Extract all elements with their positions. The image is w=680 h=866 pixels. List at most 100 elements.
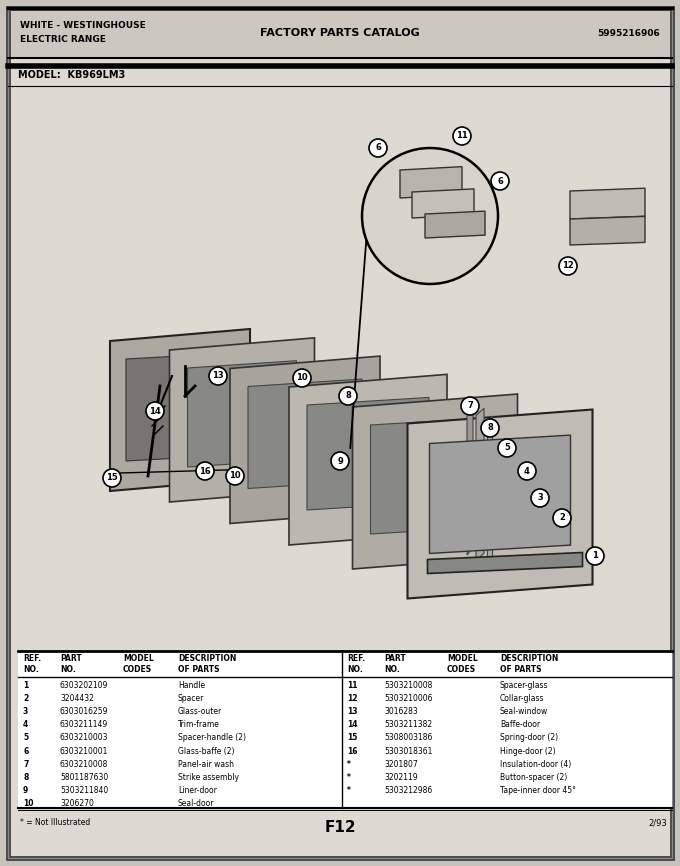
Text: 12: 12 xyxy=(562,262,574,270)
Circle shape xyxy=(518,462,536,480)
Circle shape xyxy=(369,139,387,157)
Text: 3206270: 3206270 xyxy=(60,799,94,808)
Text: 16: 16 xyxy=(347,746,358,755)
Text: 4: 4 xyxy=(23,721,29,729)
Circle shape xyxy=(146,402,164,420)
Polygon shape xyxy=(169,338,314,502)
Text: Button-spacer (2): Button-spacer (2) xyxy=(500,772,567,782)
Text: 15: 15 xyxy=(106,474,118,482)
Text: ELECTRIC RANGE: ELECTRIC RANGE xyxy=(20,36,106,44)
Text: Insulation-door (4): Insulation-door (4) xyxy=(500,759,571,769)
Polygon shape xyxy=(307,397,429,510)
Circle shape xyxy=(586,547,604,565)
Circle shape xyxy=(481,419,499,437)
Text: 3202119: 3202119 xyxy=(384,772,418,782)
Text: REF.
NO.: REF. NO. xyxy=(23,655,41,674)
Polygon shape xyxy=(467,406,473,555)
Circle shape xyxy=(559,257,577,275)
Text: 3204432: 3204432 xyxy=(60,695,94,703)
Text: Tape-inner door 45°: Tape-inner door 45° xyxy=(500,785,576,795)
Text: Handle: Handle xyxy=(178,681,205,690)
Text: 7: 7 xyxy=(23,759,29,769)
Circle shape xyxy=(339,387,357,405)
Text: 2: 2 xyxy=(559,514,565,522)
Text: 6303210001: 6303210001 xyxy=(60,746,108,755)
Text: *: * xyxy=(347,785,351,795)
Text: 12: 12 xyxy=(347,695,358,703)
FancyBboxPatch shape xyxy=(8,8,672,858)
Text: 3201807: 3201807 xyxy=(384,759,418,769)
Text: F12: F12 xyxy=(324,820,356,835)
Polygon shape xyxy=(425,211,485,238)
Text: 6303202109: 6303202109 xyxy=(60,681,108,690)
Text: *: * xyxy=(347,759,351,769)
Text: 5303018361: 5303018361 xyxy=(384,746,432,755)
Text: 5303211382: 5303211382 xyxy=(384,721,432,729)
Text: Panel-air wash: Panel-air wash xyxy=(178,759,234,769)
Text: * = Not Illustrated: * = Not Illustrated xyxy=(20,818,90,827)
Text: DESCRIPTION
OF PARTS: DESCRIPTION OF PARTS xyxy=(500,655,558,674)
Polygon shape xyxy=(570,188,645,219)
Circle shape xyxy=(331,452,349,470)
Text: 3: 3 xyxy=(23,708,29,716)
Text: 10: 10 xyxy=(229,471,241,481)
Text: Glass-outer: Glass-outer xyxy=(178,708,222,716)
Text: 2: 2 xyxy=(23,695,29,703)
Polygon shape xyxy=(230,356,380,524)
Text: 3016283: 3016283 xyxy=(384,708,418,716)
Polygon shape xyxy=(488,416,492,563)
Text: MODEL
CODES: MODEL CODES xyxy=(123,655,154,674)
Text: 11: 11 xyxy=(347,681,358,690)
Circle shape xyxy=(362,148,498,284)
Polygon shape xyxy=(430,435,571,553)
Circle shape xyxy=(196,462,214,480)
Text: 6303016259: 6303016259 xyxy=(60,708,109,716)
Polygon shape xyxy=(110,329,250,491)
Polygon shape xyxy=(412,189,474,218)
Text: Spacer-handle (2): Spacer-handle (2) xyxy=(178,734,246,742)
Polygon shape xyxy=(126,353,234,461)
Text: Strike assembly: Strike assembly xyxy=(178,772,239,782)
Text: 5: 5 xyxy=(504,443,510,453)
Text: MODEL
CODES: MODEL CODES xyxy=(447,655,478,674)
Text: DESCRIPTION
OF PARTS: DESCRIPTION OF PARTS xyxy=(178,655,237,674)
Text: 5995216906: 5995216906 xyxy=(597,29,660,37)
Text: 6303210003: 6303210003 xyxy=(60,734,109,742)
Text: Hinge-door (2): Hinge-door (2) xyxy=(500,746,556,755)
Text: 9: 9 xyxy=(337,456,343,466)
Text: 6: 6 xyxy=(497,177,503,185)
Text: 6: 6 xyxy=(23,746,29,755)
Circle shape xyxy=(209,367,227,385)
Text: Spacer: Spacer xyxy=(178,695,205,703)
Text: Seal-door: Seal-door xyxy=(178,799,214,808)
Text: 5303211840: 5303211840 xyxy=(60,785,108,795)
Circle shape xyxy=(498,439,516,457)
Text: 6: 6 xyxy=(375,144,381,152)
Text: 8: 8 xyxy=(487,423,493,432)
Text: 7: 7 xyxy=(467,402,473,410)
Polygon shape xyxy=(188,361,296,467)
Text: 6303211149: 6303211149 xyxy=(60,721,108,729)
Text: 5303210006: 5303210006 xyxy=(384,695,432,703)
Circle shape xyxy=(461,397,479,415)
Text: PART
NO.: PART NO. xyxy=(384,655,406,674)
Text: 1: 1 xyxy=(592,552,598,560)
Circle shape xyxy=(531,489,549,507)
Text: PART
NO.: PART NO. xyxy=(60,655,82,674)
Text: 5308003186: 5308003186 xyxy=(384,734,432,742)
Text: 5303212986: 5303212986 xyxy=(384,785,432,795)
Text: 14: 14 xyxy=(347,721,358,729)
Text: 13: 13 xyxy=(212,372,224,380)
Polygon shape xyxy=(476,408,484,560)
Text: 5801187630: 5801187630 xyxy=(60,772,108,782)
Text: Spring-door (2): Spring-door (2) xyxy=(500,734,558,742)
Text: 2/93: 2/93 xyxy=(648,818,667,827)
Circle shape xyxy=(453,127,471,145)
Text: 15: 15 xyxy=(347,734,358,742)
Text: MODEL:  KB969LM3: MODEL: KB969LM3 xyxy=(18,70,125,80)
Text: *: * xyxy=(347,772,351,782)
Text: FACTORY PARTS CATALOG: FACTORY PARTS CATALOG xyxy=(260,28,420,38)
Text: WHITE - WESTINGHOUSE: WHITE - WESTINGHOUSE xyxy=(20,22,146,30)
Circle shape xyxy=(293,369,311,387)
Text: 11: 11 xyxy=(456,132,468,140)
